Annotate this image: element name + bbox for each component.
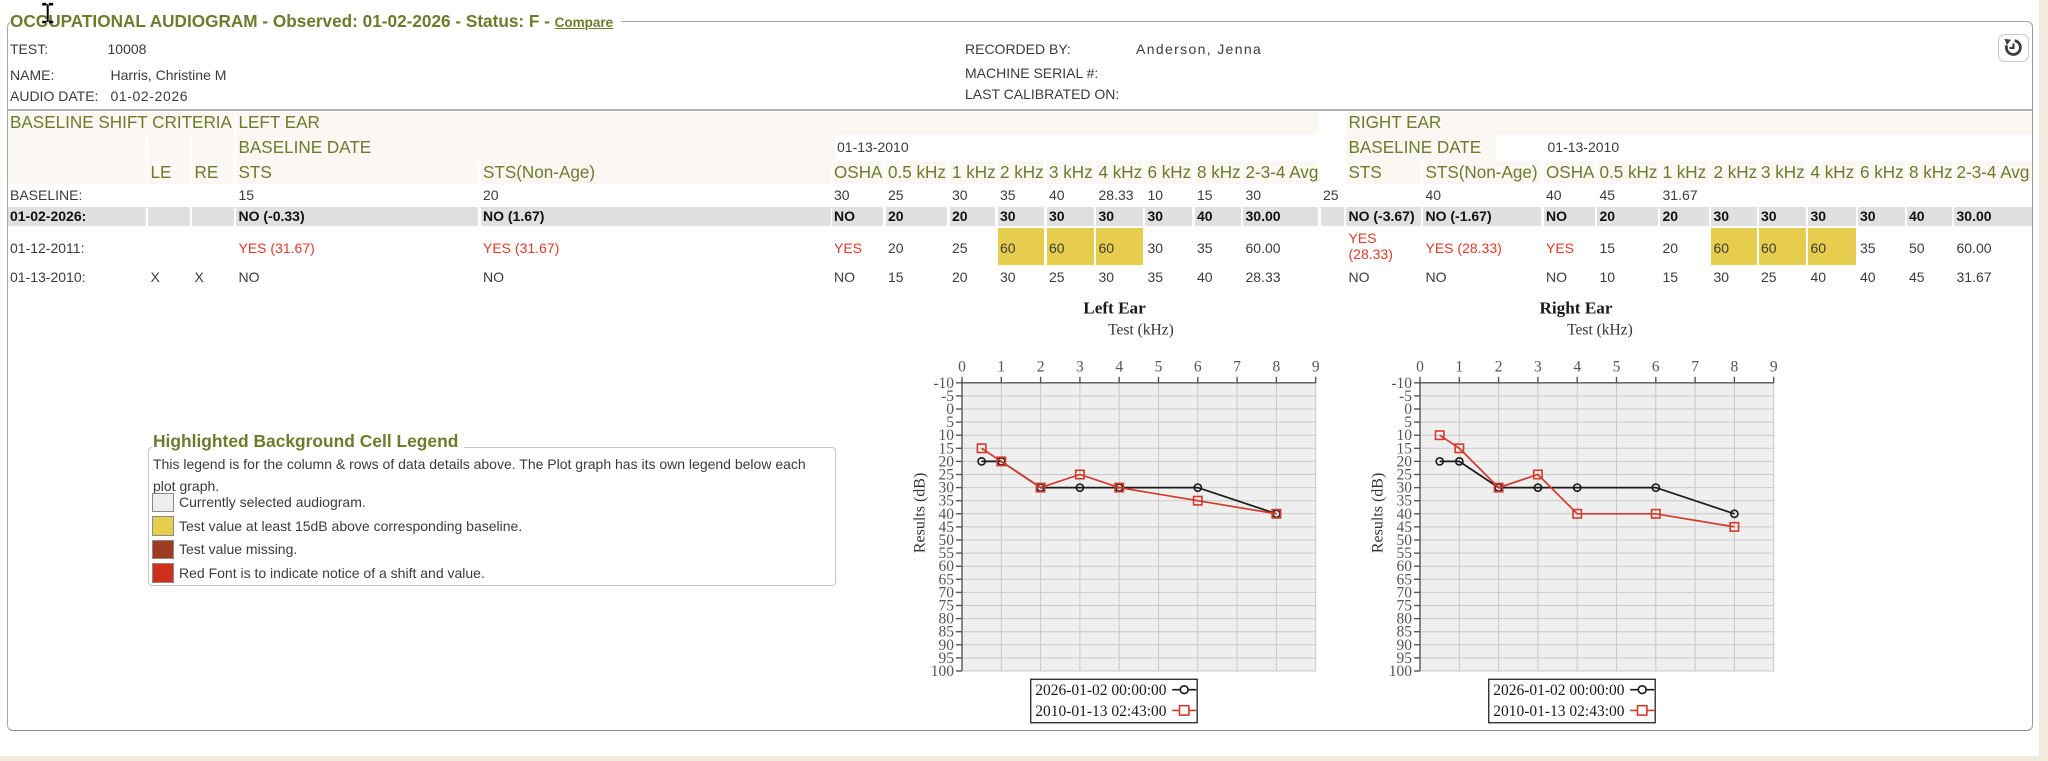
svg-text:80: 80 [1397,611,1413,628]
svg-text:60: 60 [939,558,955,575]
svg-text:85: 85 [939,624,955,641]
svg-text:9: 9 [1312,359,1320,376]
svg-text:20: 20 [939,453,955,470]
svg-text:55: 55 [1397,545,1413,562]
svg-text:1: 1 [1455,359,1463,376]
svg-text:2010-01-13 02:43:00: 2010-01-13 02:43:00 [1493,703,1625,720]
svg-text:Results (dB): Results (dB) [912,473,929,553]
svg-text:8: 8 [1731,359,1739,376]
svg-text:4: 4 [1115,359,1123,376]
svg-text:85: 85 [1397,624,1413,641]
svg-text:90: 90 [939,637,955,654]
svg-text:4: 4 [1573,359,1581,376]
svg-text:95: 95 [939,650,955,667]
svg-text:20: 20 [1397,453,1413,470]
svg-text:10: 10 [1397,427,1413,444]
svg-text:60: 60 [1397,558,1413,575]
svg-text:0: 0 [1404,401,1412,418]
svg-text:Right Ear: Right Ear [1539,299,1612,318]
svg-text:45: 45 [939,519,955,536]
svg-text:15: 15 [1397,440,1413,457]
svg-text:40: 40 [1397,506,1413,523]
svg-text:40: 40 [939,506,955,523]
svg-text:95: 95 [1397,650,1413,667]
svg-text:30: 30 [939,480,955,497]
svg-text:0: 0 [946,401,954,418]
svg-text:75: 75 [1397,598,1413,615]
svg-text:-10: -10 [933,375,954,392]
svg-text:2: 2 [1037,359,1045,376]
svg-text:8: 8 [1273,359,1281,376]
svg-text:25: 25 [1397,467,1413,484]
svg-text:30: 30 [1397,480,1413,497]
svg-text:10: 10 [939,427,955,444]
svg-text:100: 100 [1389,663,1413,680]
svg-text:3: 3 [1534,359,1542,376]
svg-text:6: 6 [1194,359,1202,376]
svg-text:100: 100 [931,663,955,680]
svg-text:65: 65 [939,571,955,588]
svg-text:35: 35 [939,493,955,510]
svg-text:70: 70 [939,584,955,601]
svg-text:15: 15 [939,440,955,457]
svg-text:50: 50 [1397,532,1413,549]
svg-text:Results (dB): Results (dB) [1370,473,1387,553]
svg-text:-5: -5 [1399,388,1412,405]
svg-text:5: 5 [1613,359,1621,376]
svg-text:-10: -10 [1391,375,1412,392]
svg-text:9: 9 [1770,359,1778,376]
svg-text:2026-01-02 00:00:00: 2026-01-02 00:00:00 [1493,682,1625,699]
svg-text:5: 5 [946,414,954,431]
svg-text:45: 45 [1397,519,1413,536]
svg-text:80: 80 [939,611,955,628]
svg-text:Left Ear: Left Ear [1083,299,1146,318]
svg-text:5: 5 [1404,414,1412,431]
svg-text:3: 3 [1076,359,1084,376]
svg-text:0: 0 [1416,359,1424,376]
svg-text:75: 75 [939,598,955,615]
svg-text:25: 25 [939,467,955,484]
svg-text:2010-01-13 02:43:00: 2010-01-13 02:43:00 [1035,703,1167,720]
svg-text:50: 50 [939,532,955,549]
svg-text:65: 65 [1397,571,1413,588]
svg-text:-5: -5 [941,388,954,405]
svg-text:Test (kHz): Test (kHz) [1108,322,1174,339]
svg-text:70: 70 [1397,584,1413,601]
svg-text:55: 55 [939,545,955,562]
svg-text:2: 2 [1495,359,1503,376]
svg-text:90: 90 [1397,637,1413,654]
svg-text:35: 35 [1397,493,1413,510]
svg-text:6: 6 [1652,359,1660,376]
svg-text:0: 0 [958,359,966,376]
svg-text:2026-01-02 00:00:00: 2026-01-02 00:00:00 [1035,682,1167,699]
svg-text:7: 7 [1691,359,1699,376]
svg-text:1: 1 [997,359,1005,376]
svg-text:5: 5 [1155,359,1163,376]
svg-text:7: 7 [1233,359,1241,376]
svg-text:Test (kHz): Test (kHz) [1567,322,1633,339]
